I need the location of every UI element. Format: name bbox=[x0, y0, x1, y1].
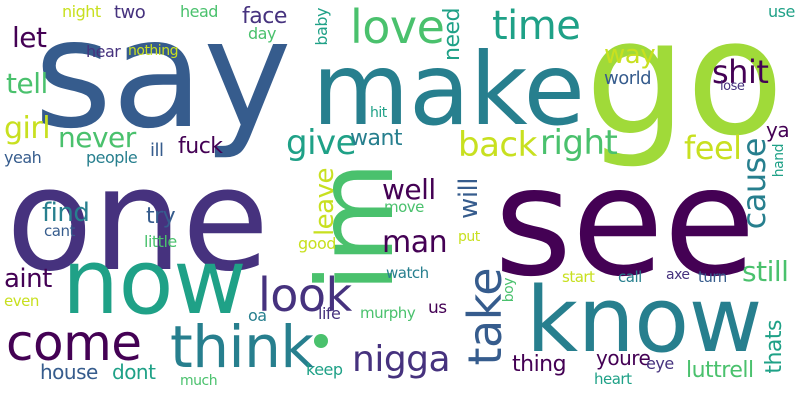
word-now: now bbox=[62, 230, 247, 335]
word-want: want bbox=[350, 126, 403, 151]
word-boy: boy bbox=[501, 278, 517, 303]
word-move: move bbox=[384, 198, 424, 216]
word-even: even bbox=[4, 292, 39, 310]
word-night: night bbox=[62, 2, 101, 21]
word-ya: ya bbox=[766, 118, 790, 142]
word-feel: feel bbox=[684, 129, 742, 167]
word-dont: dont bbox=[112, 360, 156, 384]
word-cause: cause bbox=[735, 138, 773, 230]
word-little: little bbox=[144, 232, 177, 251]
word-hear: hear bbox=[86, 42, 121, 61]
word-keep: keep bbox=[306, 360, 343, 379]
word-hit: hit bbox=[370, 105, 387, 121]
word-house: house bbox=[40, 360, 98, 384]
decorative-dot bbox=[314, 334, 328, 348]
word-girl: girl bbox=[4, 111, 51, 146]
word-think: think bbox=[170, 313, 314, 381]
word-well: well bbox=[382, 173, 436, 206]
word-need: need bbox=[440, 8, 465, 61]
word-nothing: nothing bbox=[128, 43, 178, 59]
word-one: one bbox=[6, 138, 269, 303]
word-thing: thing bbox=[512, 352, 567, 377]
word-axe: axe bbox=[666, 267, 690, 283]
word-head: head bbox=[180, 2, 218, 21]
word-look: look bbox=[258, 268, 352, 322]
word-face: face bbox=[242, 4, 287, 29]
word-time: time bbox=[492, 3, 581, 49]
word-tell: tell bbox=[6, 67, 48, 100]
word-shit: shit bbox=[712, 53, 769, 91]
word-right: right bbox=[540, 123, 618, 163]
word-people: people bbox=[86, 148, 138, 167]
word-luttrell: luttrell bbox=[686, 358, 754, 383]
word-youre: youre bbox=[596, 346, 651, 370]
word-oa: oa bbox=[248, 306, 267, 325]
word-world: world bbox=[604, 68, 652, 89]
word-love: love bbox=[350, 0, 445, 54]
word-try: try bbox=[146, 204, 176, 229]
word-back: back bbox=[458, 125, 537, 165]
word-yeah: yeah bbox=[4, 148, 42, 167]
word-cant: cant bbox=[44, 222, 75, 240]
word-find: find bbox=[42, 198, 90, 228]
word-call: call bbox=[618, 268, 642, 286]
word-nigga: nigga bbox=[352, 339, 451, 380]
word-day: day bbox=[248, 24, 276, 43]
word-man: man bbox=[382, 225, 448, 260]
word-us: us bbox=[428, 298, 447, 318]
word-say: say bbox=[34, 0, 292, 162]
word-much: much bbox=[180, 373, 218, 389]
word-leave: leave bbox=[310, 168, 340, 237]
word-go: go bbox=[585, 0, 784, 171]
word-turn: turn bbox=[698, 268, 727, 286]
word-way: way bbox=[604, 40, 656, 70]
word-see: see bbox=[494, 136, 756, 310]
word-let: let bbox=[12, 21, 47, 54]
word-eye: eye bbox=[646, 354, 674, 373]
word-know: know bbox=[526, 268, 762, 373]
word-start: start bbox=[562, 268, 595, 286]
word-never: never bbox=[58, 121, 136, 154]
word-aint: aint bbox=[4, 264, 52, 294]
word-baby: baby bbox=[312, 8, 331, 46]
word-still: still bbox=[742, 255, 789, 288]
word-watch: watch bbox=[386, 264, 429, 282]
word-good: good bbox=[298, 234, 336, 253]
word-murphy: murphy bbox=[360, 304, 416, 322]
word-hand: hand bbox=[771, 144, 787, 178]
word-lose: lose bbox=[720, 79, 745, 94]
word-heart: heart bbox=[594, 370, 632, 388]
word-put: put bbox=[458, 229, 480, 245]
word-will: will bbox=[454, 178, 484, 219]
word-thats: thats bbox=[762, 320, 787, 374]
word-make: make bbox=[312, 31, 585, 148]
word-ill: ill bbox=[150, 140, 164, 161]
word-come: come bbox=[6, 314, 142, 372]
word-use: use bbox=[768, 2, 795, 21]
word-fuck: fuck bbox=[178, 134, 223, 159]
word-give: give bbox=[286, 123, 357, 163]
word-life: life bbox=[318, 304, 341, 323]
word-two: two bbox=[114, 2, 146, 23]
